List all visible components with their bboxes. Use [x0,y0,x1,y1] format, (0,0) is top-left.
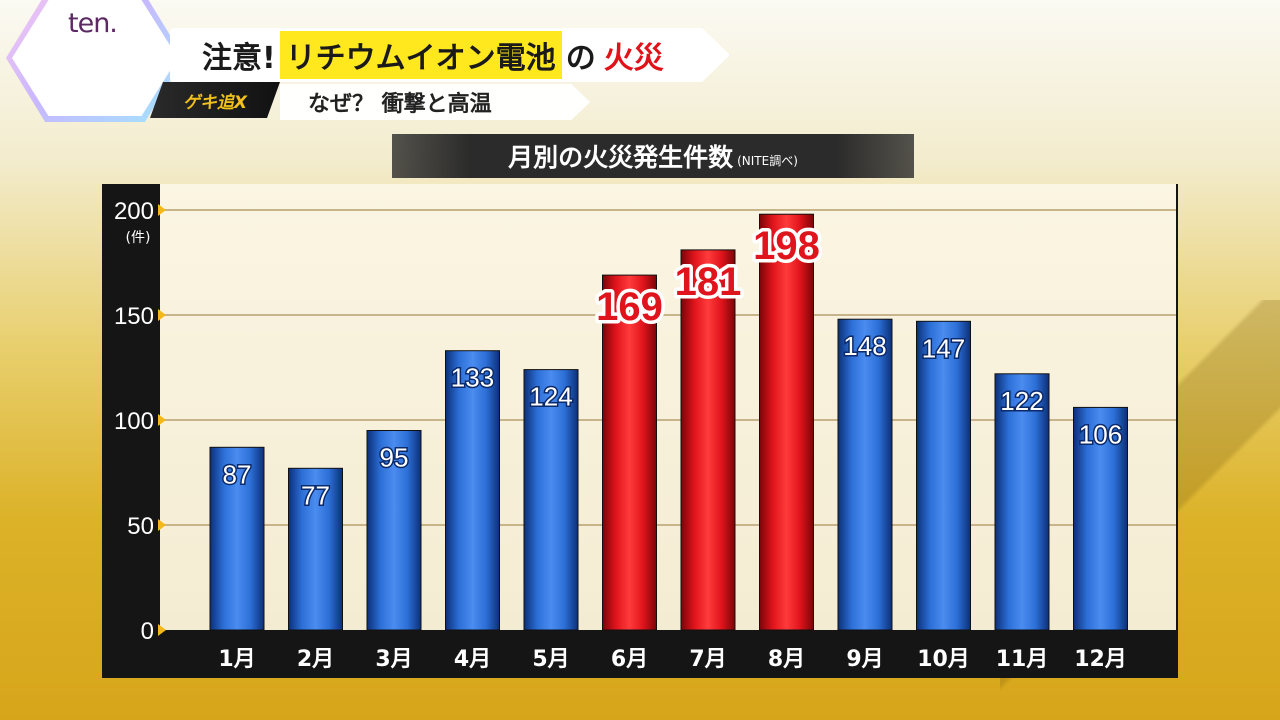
y-tick-label: 0 [141,618,154,645]
subtitle-bar: なぜ？ 衝撃と高温 [280,84,590,120]
y-tick-label: 200 [114,198,154,225]
x-tick-label: 6月 [611,647,648,672]
bar-2 [288,467,343,631]
bar-11 [994,373,1050,631]
x-tick-label: 7月 [689,647,726,672]
y-tick-label: 150 [114,303,154,330]
y-axis-unit: (件) [126,230,151,246]
bar-8 [759,213,814,631]
chart-source: (NITE調べ) [737,153,798,168]
bar-12 [1073,406,1128,631]
data-label: 95 [380,443,409,473]
data-label: 198 [753,224,820,268]
tick-marker [158,414,166,426]
tick-marker [158,624,166,636]
x-tick-label: 3月 [375,647,412,672]
bar-1 [209,446,265,631]
y-tick-label: 100 [114,408,154,435]
y-tick-label: 50 [127,513,154,540]
bar-6 [602,274,657,631]
tick-marker [158,204,166,216]
chart-title: 月別の火災発生件数 [508,143,734,172]
channel-logo: ten. [68,8,118,39]
bar-9 [837,318,893,631]
bar-7 [680,249,736,631]
data-label: 148 [843,331,886,361]
logo-hexagon [12,0,178,116]
data-label: 106 [1079,419,1122,449]
subtitle-text: なぜ？ 衝撃と高温 [308,92,492,117]
x-tick-label: 4月 [454,647,491,672]
data-label: 169 [596,285,663,329]
x-tick-label: 2月 [297,647,334,672]
headline-part-2: の [565,41,596,76]
segment-badge: ゲキ追X [150,82,280,118]
bar-5 [523,369,579,631]
bar-10 [916,320,971,631]
headline-highlight: リチウムイオン電池 [279,31,562,79]
data-label: 77 [301,480,330,510]
headline-bar: 注意! リチウムイオン電池 の 火災 [170,28,730,82]
data-label: 133 [451,363,494,393]
tick-marker [158,309,166,321]
headline-part-1: 注意! [202,41,276,76]
x-tick-label: 9月 [846,647,883,672]
tick-marker [158,519,166,531]
x-tick-label: 1月 [218,647,255,672]
x-tick-label: 5月 [532,647,569,672]
data-label: 87 [223,459,252,489]
data-label: 181 [675,260,742,304]
x-tick-label: 10月 [917,647,970,672]
data-label: 124 [529,382,572,412]
bar-chart: 0 50 100 150 200 (件) 87 1月 77 2月 95 3月 133 4月 124 5月 169… [114,184,1176,672]
bar-3 [366,430,422,631]
x-tick-label: 12月 [1074,647,1127,672]
x-tick-label: 8月 [768,647,805,672]
data-label: 147 [922,333,965,363]
bar-4 [445,350,500,631]
chart-frame: 0 50 100 150 200 (件) 87 1月 77 2月 95 3月 133 4月 124 5月 169… [102,184,1178,678]
data-label: 122 [1000,386,1043,416]
x-tick-label: 11月 [996,647,1049,672]
chart-header: 月別の火災発生件数 (NITE調べ) [392,134,914,178]
headline-red: 火災 [603,41,664,76]
